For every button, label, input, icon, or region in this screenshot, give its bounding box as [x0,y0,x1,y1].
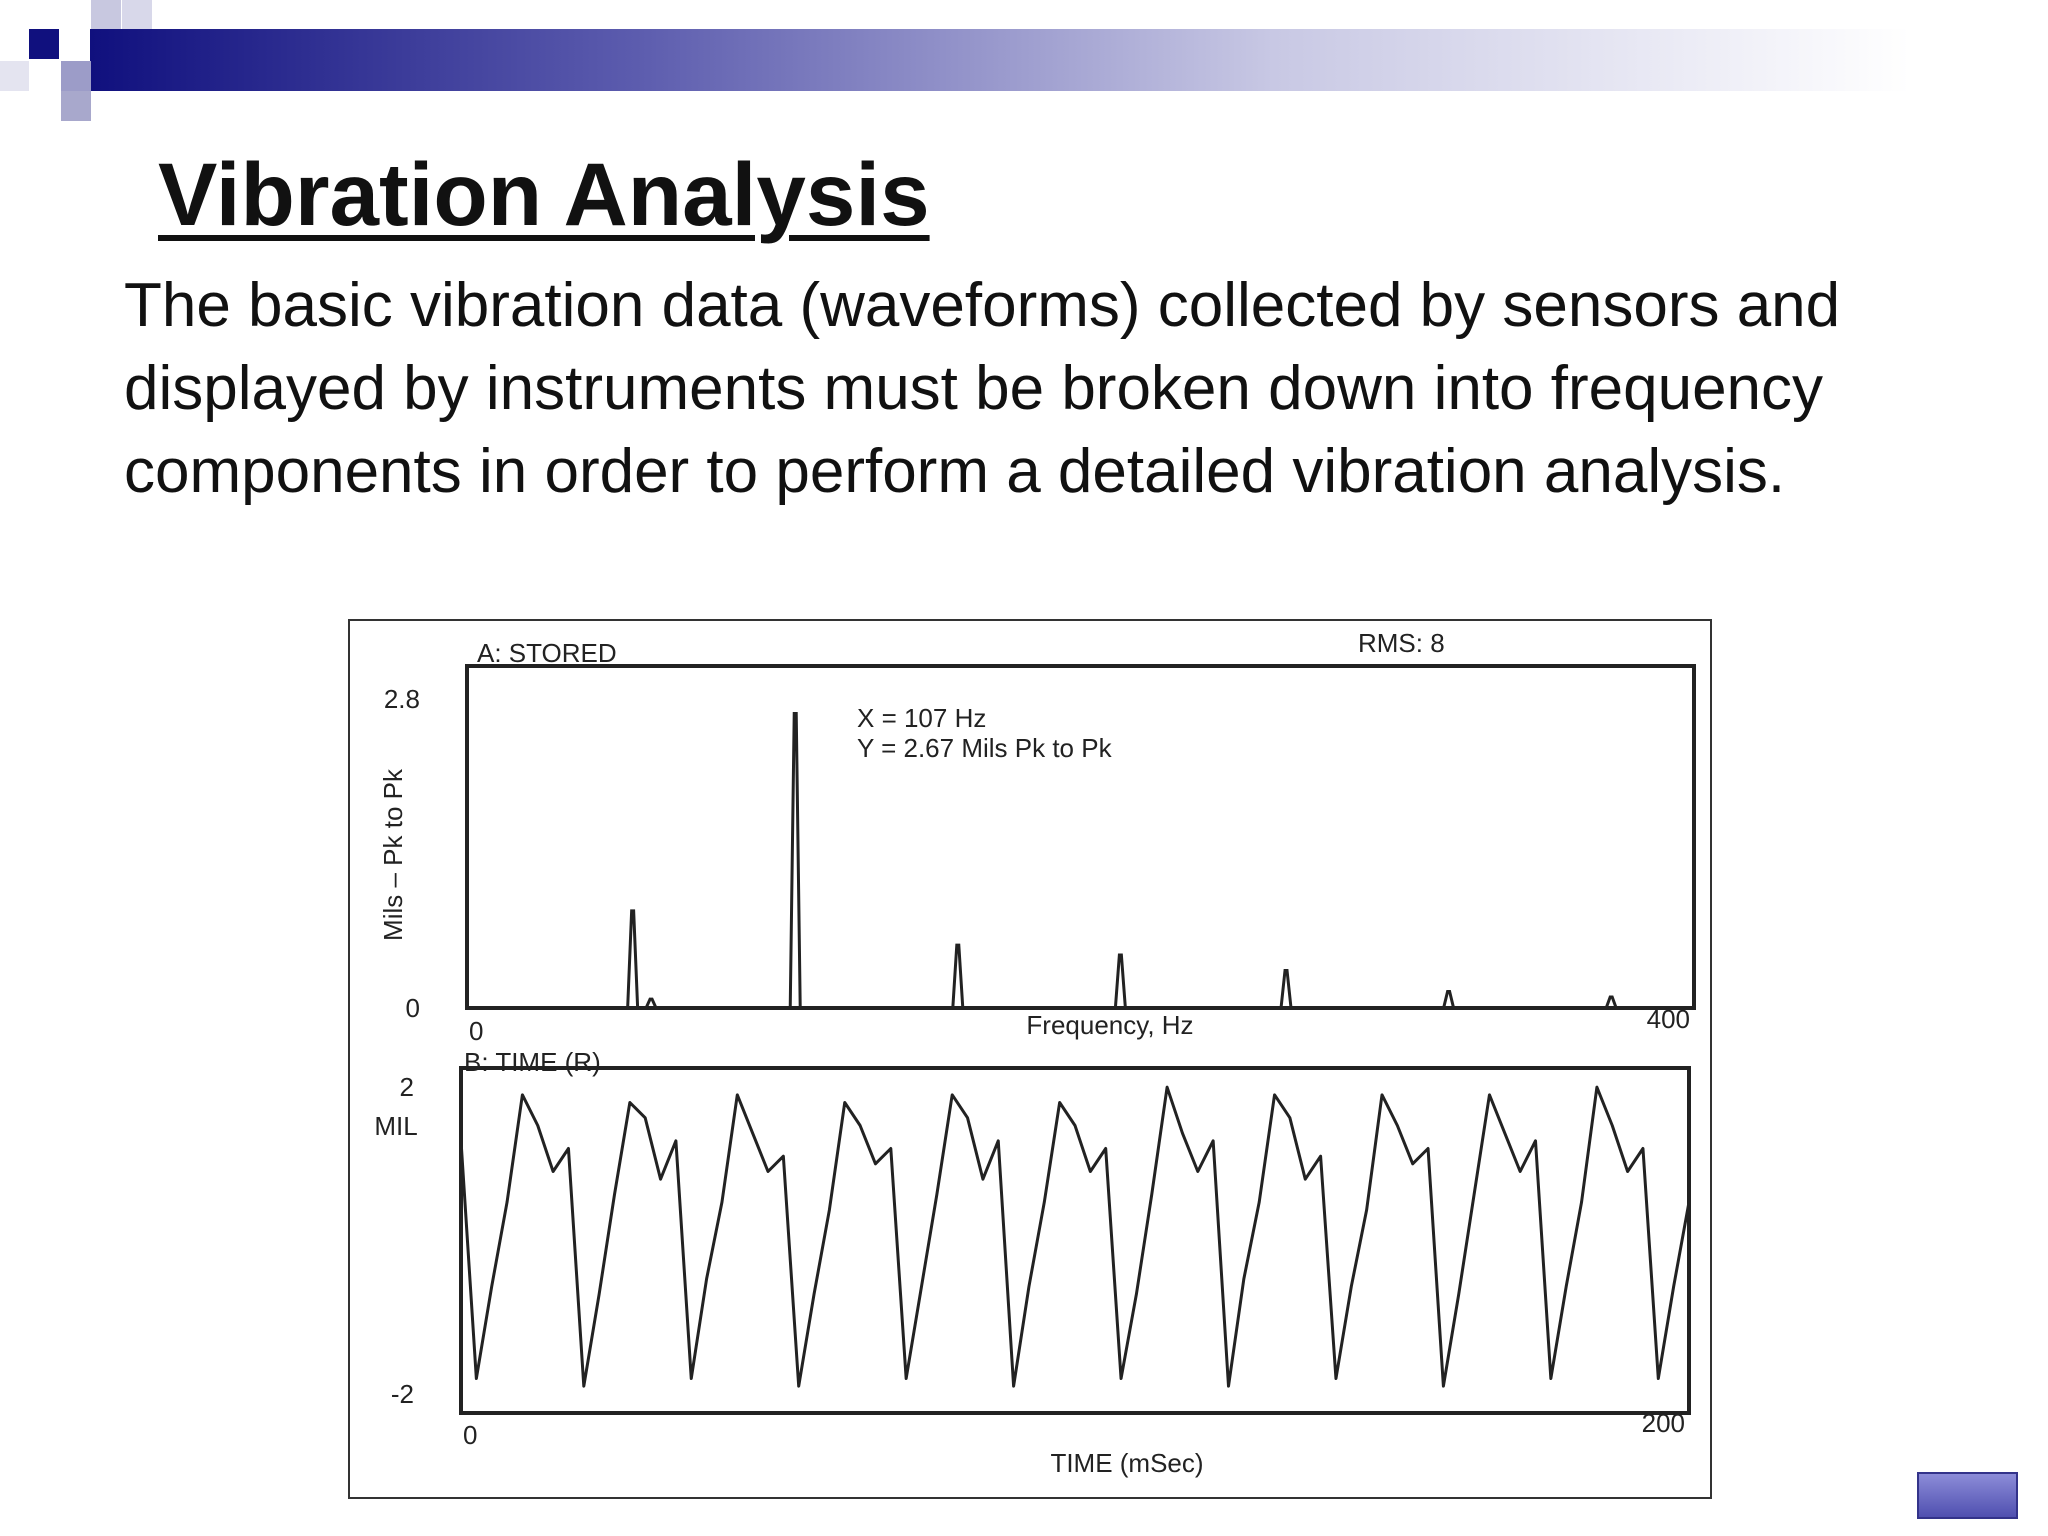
panel-label: B: TIME (R) [464,1047,601,1077]
y-unit-label: MIL [374,1111,417,1141]
spectrum-peak [1113,953,1127,1009]
panel-label: A: STORED [477,638,617,668]
deco-square [29,29,59,59]
deco-square [0,61,29,91]
deco-square [61,91,91,121]
deco-square [91,0,121,29]
x-tick-label: 0 [469,1016,483,1046]
annotation: X = 107 Hz [857,703,986,733]
x-tick-label: 400 [1647,1004,1690,1034]
spectrum-peak [1604,995,1618,1009]
figure-frame [348,619,1712,1499]
spectrum-peak [626,909,640,1009]
y-tick-label: -2 [391,1379,414,1409]
header-bar [90,29,1910,91]
plot-frame [465,664,1696,1010]
deco-square [61,61,91,91]
spectrum-peak [644,997,658,1009]
deco-square [122,0,152,29]
spectrum-peak [1442,989,1456,1009]
spectrum-peak [788,711,802,1009]
x-tick-label: 200 [1642,1408,1685,1438]
slide-body: The basic vibration data (waveforms) col… [124,271,1841,506]
plot-frame [459,1066,1691,1415]
x-tick-label: 0 [463,1420,477,1450]
slide-title: Vibration Analysis [158,144,930,244]
y-tick-label: 0 [406,993,420,1023]
y-axis-label: Mils – Pk to Pk [378,768,408,941]
rms-label: RMS: 8 [1358,628,1445,658]
y-tick-label: 2 [400,1072,414,1102]
x-axis-label: TIME (mSec) [1050,1448,1203,1478]
y-tick-label: 2.8 [384,684,420,714]
spectrum-peak [1279,968,1293,1009]
waveform-line [459,1085,1691,1388]
x-axis-label: Frequency, Hz [1026,1010,1193,1040]
return-button[interactable] [1917,1472,2018,1519]
spectrum-peak [951,943,965,1009]
annotation: Y = 2.67 Mils Pk to Pk [857,733,1113,763]
